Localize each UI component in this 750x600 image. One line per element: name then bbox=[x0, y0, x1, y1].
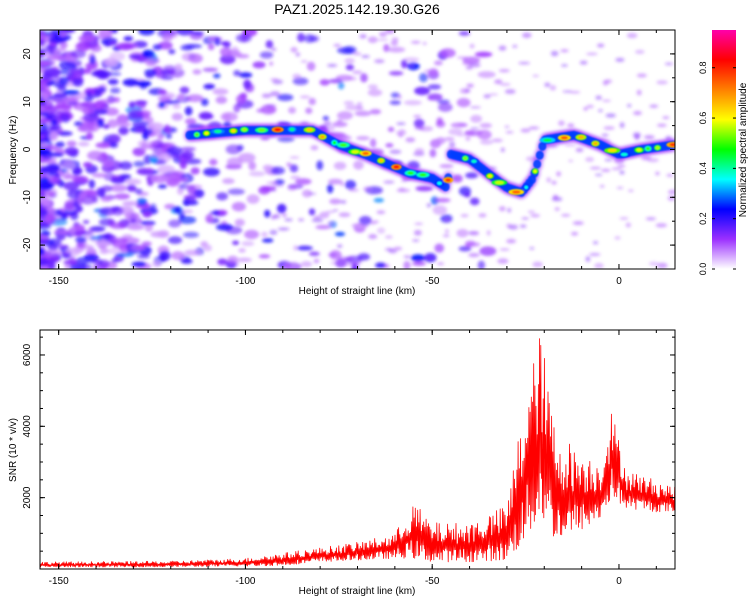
spectrogram-x-tick-label: -50 bbox=[425, 276, 440, 287]
snr-y-tick-label: 6000 bbox=[22, 343, 33, 366]
spectrogram-y-tick-label: -10 bbox=[22, 190, 33, 205]
colorbar-tick-label: 0.6 bbox=[698, 112, 708, 125]
colorbar-gradient bbox=[712, 30, 736, 269]
spectrogram-y-ticks: -20 -10 0 10 20 bbox=[22, 29, 675, 270]
spectrogram-y-tick-label: 0 bbox=[22, 146, 33, 152]
colorbar: 0.0 0.2 0.4 0.6 0.8 Normalized spectral ampl… bbox=[698, 30, 749, 275]
snr-y-tick-label: 4000 bbox=[22, 415, 33, 438]
snr-x-tick-label: -50 bbox=[425, 576, 440, 587]
snr-series-line bbox=[40, 338, 675, 568]
snr-x-tick-label: 0 bbox=[616, 576, 622, 587]
snr-line-layer bbox=[40, 338, 675, 568]
snr-frame bbox=[39, 329, 676, 570]
snr-y-axis-label: SNR (10 * v/v) bbox=[8, 418, 19, 482]
spectrogram-x-axis-label: Height of straight line (km) bbox=[299, 286, 416, 297]
colorbar-tick-label: 0.0 bbox=[698, 263, 708, 276]
spectrogram-x-tick-label: -100 bbox=[235, 276, 255, 287]
spectrogram-heatmap bbox=[40, 30, 675, 269]
snr-x-tick-label: -150 bbox=[49, 576, 69, 587]
doppler-trace-peaks bbox=[193, 126, 675, 196]
spectrogram-x-tick-label: -150 bbox=[49, 276, 69, 287]
colorbar-label: Normalized spectral amplitude bbox=[738, 82, 749, 217]
spectrogram-y-tick-label: -20 bbox=[22, 237, 33, 252]
spectrogram-y-tick-label: 20 bbox=[22, 48, 33, 60]
spectrogram-noise bbox=[40, 30, 675, 269]
spectrogram-y-tick-label: 10 bbox=[22, 96, 33, 108]
snr-x-tick-label: -100 bbox=[235, 576, 255, 587]
chart-title: PAZ1.2025.142.19.30.G26 bbox=[274, 1, 440, 17]
colorbar-tick-label: 0.2 bbox=[698, 212, 708, 225]
snr-panel: -150 -100 -50 0 2000 4000 6000 Height of stra… bbox=[8, 329, 676, 597]
colorbar-tick-label: 0.4 bbox=[698, 162, 708, 175]
snr-y-tick-label: 2000 bbox=[22, 486, 33, 509]
spectrogram-x-ticks: -150 -100 -50 0 bbox=[49, 30, 657, 287]
colorbar-ticks: 0.0 0.2 0.4 0.6 0.8 bbox=[698, 61, 736, 275]
spectrogram-y-axis-label: Frequency (Hz) bbox=[8, 116, 19, 185]
snr-y-ticks: 2000 4000 6000 bbox=[22, 336, 675, 570]
colorbar-tick-label: 0.8 bbox=[698, 61, 708, 74]
spectrogram-x-tick-label: 0 bbox=[616, 276, 622, 287]
snr-x-ticks: -150 -100 -50 0 bbox=[49, 330, 657, 587]
snr-x-axis-label: Height of straight line (km) bbox=[299, 586, 416, 597]
